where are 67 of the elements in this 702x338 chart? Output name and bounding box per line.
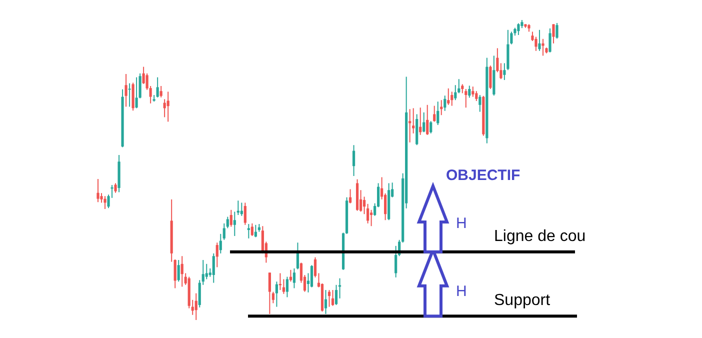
annotation: OBJECTIF (446, 167, 520, 184)
annotation: H (456, 283, 467, 300)
candlestick (450, 91, 454, 106)
candlestick (517, 22, 520, 36)
ref-line-label: Support (494, 292, 551, 310)
candlestick (286, 276, 289, 298)
candlestick (454, 84, 457, 101)
candlestick (160, 86, 162, 98)
candlestick (552, 24, 555, 44)
candlestick (472, 86, 474, 98)
candlestick (124, 74, 128, 108)
candlestick (370, 209, 373, 227)
candlestick (394, 245, 398, 278)
candlestick (324, 290, 328, 314)
candlestick (444, 95, 446, 112)
candlestick (233, 211, 236, 236)
candlestick (96, 178, 100, 203)
candlestick (475, 90, 478, 102)
candlestick (328, 290, 331, 308)
candlestick (538, 29, 541, 52)
candlestick (447, 88, 450, 106)
candlestick (135, 76, 138, 109)
candlestick (230, 209, 232, 228)
candlestick (272, 291, 274, 304)
ref-line-label: Ligne de cou (494, 228, 586, 245)
candlestick (542, 38, 544, 56)
candlestick (254, 224, 257, 238)
candlestick (226, 216, 229, 229)
candlestick (478, 94, 482, 112)
candlestick (556, 22, 558, 40)
candlestick (433, 105, 436, 122)
candlestick (212, 252, 215, 284)
candlestick (174, 258, 176, 289)
candlestick (114, 182, 117, 194)
candlestick (222, 222, 226, 240)
candlestick (132, 82, 134, 112)
candlestick (156, 76, 159, 98)
candlestick (244, 202, 246, 226)
candlestick (468, 85, 471, 98)
candlestick (331, 290, 334, 306)
candlestick (310, 264, 314, 288)
candlestick (292, 268, 296, 289)
candlestick (205, 263, 208, 280)
candlestick (548, 28, 552, 53)
candlestick (430, 120, 432, 134)
candlestick (282, 278, 285, 294)
candlestick (194, 292, 198, 320)
candlestick (352, 144, 356, 176)
candlestick (247, 224, 250, 239)
candlestick (275, 281, 278, 308)
candlestick (334, 284, 338, 306)
candlestick (219, 233, 222, 254)
candlestick (177, 260, 180, 282)
candlestick (250, 222, 254, 236)
candlestick (128, 82, 131, 108)
candlestick (268, 272, 271, 314)
candlestick (422, 112, 426, 133)
candlestick (408, 108, 412, 143)
candlestick (436, 101, 440, 126)
candlestick (440, 100, 443, 116)
annotation: H (456, 215, 467, 232)
candlestick (489, 65, 492, 90)
candlestick (166, 91, 170, 122)
candlestick (216, 242, 218, 268)
candlestick (104, 196, 106, 210)
candlestick (426, 104, 429, 136)
candlestick (180, 256, 184, 288)
